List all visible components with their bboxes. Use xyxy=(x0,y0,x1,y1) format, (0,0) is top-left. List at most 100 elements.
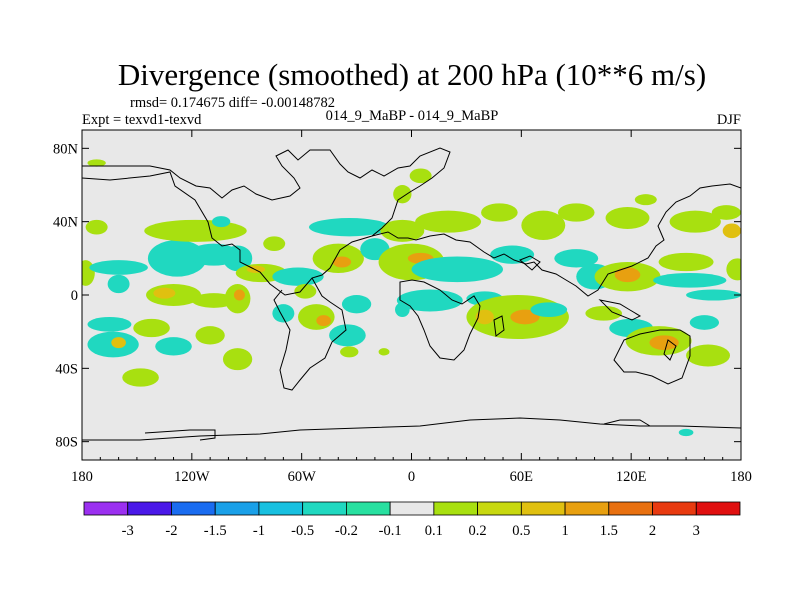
divergence-contour-45 xyxy=(409,168,432,184)
colorbar-label-5: -0.2 xyxy=(335,523,358,539)
colorbar-swatch-12 xyxy=(608,501,653,516)
divergence-contour-28 xyxy=(272,304,295,323)
colorbar-swatch-5 xyxy=(302,501,347,516)
x-tick-label-4: 60E xyxy=(510,469,534,485)
divergence-contour-51 xyxy=(510,309,540,325)
divergence-contour-55 xyxy=(481,203,518,222)
season-label: DJF xyxy=(717,112,741,128)
divergence-field xyxy=(82,159,741,437)
experiment-label: Expt = texvd1-texvd xyxy=(82,112,202,128)
divergence-contour-1 xyxy=(85,219,108,235)
divergence-contour-20 xyxy=(122,368,159,387)
divergence-contour-4 xyxy=(107,274,130,294)
divergence-contour-76 xyxy=(678,428,694,437)
divergence-contour-26 xyxy=(272,267,324,286)
divergence-contour-67 xyxy=(653,273,727,288)
colorbar-label-0: -3 xyxy=(122,523,134,539)
colorbar-label-2: -1.5 xyxy=(204,523,227,539)
colorbar-swatch-8 xyxy=(433,501,479,516)
x-tick-label-6: 180 xyxy=(730,469,752,485)
colorbar-label-10: 1 xyxy=(561,523,568,539)
colorbar-swatch-6 xyxy=(345,501,391,516)
divergence-contour-70 xyxy=(585,306,623,321)
divergence-contour-21 xyxy=(211,216,231,228)
divergence-contour-16 xyxy=(133,318,170,338)
colorbar-swatch-13 xyxy=(652,501,697,516)
colorbar-label-13: 3 xyxy=(693,523,700,539)
divergence-contour-57 xyxy=(605,207,650,229)
divergence-contour-17 xyxy=(155,337,192,356)
divergence-contour-29 xyxy=(298,304,335,330)
divergence-contour-25 xyxy=(263,236,286,252)
colorbar-swatch-2 xyxy=(171,501,216,516)
divergence-contour-3 xyxy=(89,260,148,275)
colorbar-swatch-9 xyxy=(477,501,522,516)
coastlines xyxy=(82,147,741,441)
divergence-contour-46 xyxy=(415,210,482,233)
divergence-contour-31 xyxy=(341,295,372,314)
divergence-contour-10 xyxy=(191,293,236,308)
divergence-contour-37 xyxy=(308,218,390,237)
divergence-contour-6 xyxy=(144,219,247,242)
y-tick-label-0: 80N xyxy=(53,141,79,157)
divergence-contour-61 xyxy=(722,223,741,239)
x-tick-label-1: 120W xyxy=(174,469,210,485)
colorbar-label-3: -1 xyxy=(253,523,265,539)
divergence-contour-60 xyxy=(711,205,741,220)
case-label: 014_9_MaBP - 014_9_MaBP xyxy=(326,108,499,124)
divergence-contour-43 xyxy=(395,302,410,317)
colorbar-swatch-11 xyxy=(564,501,610,516)
divergence-contour-52 xyxy=(475,309,494,325)
divergence-contour-48 xyxy=(490,245,535,264)
y-tick-label-3: 40S xyxy=(55,361,78,377)
y-tick-label-4: 80S xyxy=(55,435,78,451)
colorbar-swatch-4 xyxy=(258,501,304,516)
divergence-contour-66 xyxy=(658,252,714,272)
divergence-contour-18 xyxy=(195,326,225,345)
stats-label: rmsd= 0.174675 diff= -0.00148782 xyxy=(130,95,335,111)
divergence-contour-0 xyxy=(87,159,106,167)
x-tick-label-5: 120E xyxy=(616,469,647,485)
divergence-contour-15 xyxy=(111,337,126,349)
divergence-contour-27 xyxy=(294,284,317,299)
chart-title: Divergence (smoothed) at 200 hPa (10**6 … xyxy=(118,57,706,92)
divergence-contour-33 xyxy=(340,346,359,358)
divergence-contour-56 xyxy=(557,203,595,222)
colorbar-swatch-1 xyxy=(127,501,172,516)
divergence-contour-73 xyxy=(649,335,679,350)
divergence-contour-69 xyxy=(726,258,741,281)
colorbar-swatch-3 xyxy=(214,501,260,516)
divergence-contour-9 xyxy=(153,287,176,299)
colorbar-label-12: 2 xyxy=(649,523,656,539)
divergence-contour-53 xyxy=(530,302,568,317)
divergence-contour-58 xyxy=(634,194,657,206)
colorbar-label-8: 0.2 xyxy=(469,523,487,539)
divergence-contour-12 xyxy=(233,289,245,301)
y-tick-label-1: 40N xyxy=(53,215,79,231)
divergence-contour-54 xyxy=(521,210,566,240)
divergence-contour-62 xyxy=(554,249,599,268)
divergence-contour-2 xyxy=(82,260,95,286)
divergence-contour-32 xyxy=(329,324,366,347)
x-tick-label-3: 0 xyxy=(408,469,415,485)
divergence-contour-59 xyxy=(669,210,721,233)
divergence-contour-74 xyxy=(686,344,731,367)
colorbar-swatch-10 xyxy=(520,501,566,516)
divergence-contour-36 xyxy=(332,256,352,268)
divergence-contour-75 xyxy=(689,315,720,330)
divergence-contour-44 xyxy=(393,185,412,204)
colorbar-label-9: 0.5 xyxy=(512,523,530,539)
colorbar: -3 -2 -1.5 -1 -0.5 -0.2 -0.1 0.1 0.2 0.5 1 1.5 2 3 xyxy=(83,501,741,539)
divergence-contour-19 xyxy=(222,348,253,371)
divergence-contour-68 xyxy=(686,289,741,301)
colorbar-label-11: 1.5 xyxy=(600,523,618,539)
divergence-contour-13 xyxy=(87,317,132,332)
colorbar-label-6: -0.1 xyxy=(379,523,402,539)
y-tick-label-2: 0 xyxy=(71,288,78,304)
colorbar-swatch-14 xyxy=(695,501,741,516)
divergence-contour-47 xyxy=(411,256,504,283)
colorbar-swatch-0 xyxy=(83,501,129,516)
colorbar-label-4: -0.5 xyxy=(291,523,314,539)
colorbar-swatch-7 xyxy=(389,501,435,516)
